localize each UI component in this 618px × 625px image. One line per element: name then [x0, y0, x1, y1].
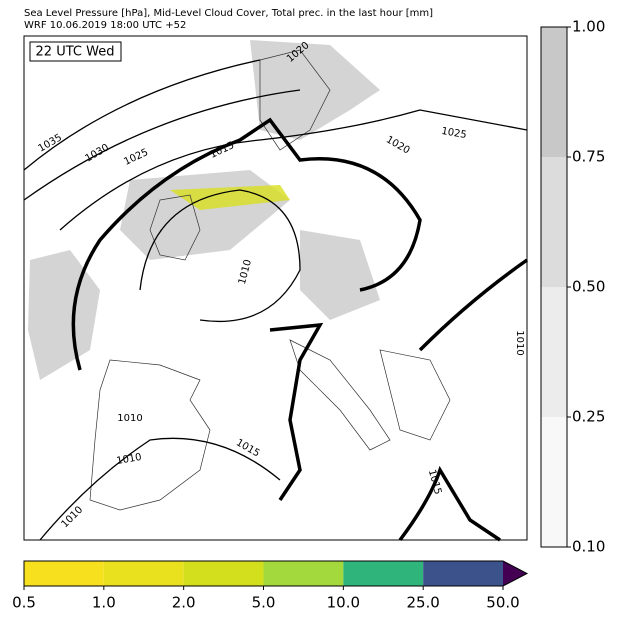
isobar [59, 109, 528, 231]
colorbar-label: 0.25 [572, 408, 605, 426]
isobar-label: 1010 [117, 413, 142, 424]
coastline [149, 194, 201, 261]
coastline [379, 349, 451, 441]
isobar [23, 89, 301, 201]
colorbar-label: 1.0 [92, 594, 116, 612]
colorbar-extend [503, 561, 527, 586]
isobar [139, 189, 301, 323]
colorbar-label: 1.00 [572, 18, 605, 36]
colorbar-label: 0.75 [572, 148, 605, 166]
thick-contour [398, 465, 501, 542]
colorbar-label: 0.50 [572, 278, 605, 296]
colorbar-label: 0.10 [572, 538, 605, 556]
thick-contour [269, 322, 324, 501]
thick-contour [71, 117, 422, 371]
colorbar-label: 5.0 [252, 594, 276, 612]
cloud-area [250, 40, 380, 140]
colorbar-segment [343, 561, 424, 586]
colorbar-segment [263, 561, 344, 586]
cloud-colorbar: 1.00 0.75 0.50 0.25 0.10 [540, 18, 605, 556]
isobar-label: 1010 [116, 452, 143, 467]
colorbar-segment [541, 157, 567, 287]
colorbar-segment [103, 561, 184, 586]
isobar-label: 1010 [514, 330, 525, 355]
isobar [23, 59, 261, 171]
coastline [259, 49, 331, 151]
precip-colorbar: 0.5 1.0 2.0 5.0 10.0 25.0 50.0 [12, 560, 529, 612]
colorbar-label: 50.0 [486, 594, 519, 612]
colorbar-segment [541, 417, 567, 547]
colorbar-frame [23, 560, 529, 587]
cloud-area [300, 230, 380, 320]
coastline [89, 359, 211, 511]
title-line-2: WRF 10.06.2019 18:00 UTC +52 [24, 20, 186, 31]
colorbar-label: 10.0 [327, 594, 360, 612]
time-label: 22 UTC Wed [36, 45, 115, 60]
precip-area [170, 185, 290, 210]
coastline [289, 339, 391, 451]
colorbar-segment [24, 561, 104, 586]
colorbar-segment [541, 287, 567, 417]
colorbar-label: 0.5 [12, 594, 36, 612]
colorbar-segment [183, 561, 264, 586]
isobar [39, 437, 281, 541]
time-box [29, 41, 122, 62]
colorbar-segment [423, 561, 503, 586]
colorbar-segment [541, 27, 567, 157]
map: 22 UTC Wed 1035 1030 1025 1015 1020 1025… [23, 35, 529, 542]
colorbar-label: 25.0 [406, 594, 439, 612]
colorbar-label: 2.0 [172, 594, 196, 612]
title-line-1: Sea Level Pressure [hPa], Mid-Level Clou… [24, 8, 433, 19]
cloud-area [28, 250, 100, 380]
thick-contour [418, 258, 529, 352]
isobar-label: 1025 [440, 126, 467, 141]
